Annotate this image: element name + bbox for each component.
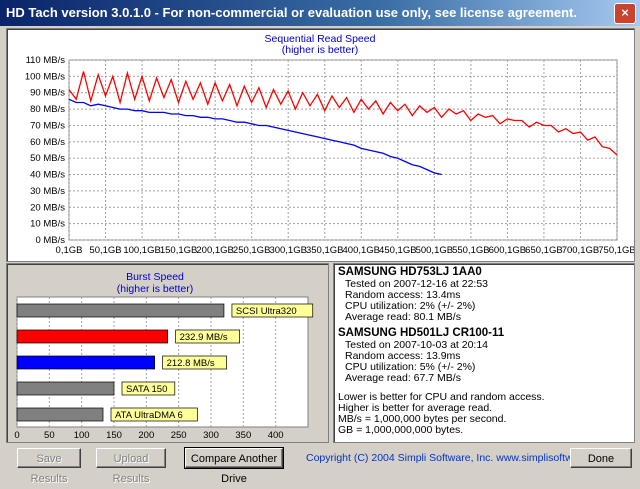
burst-bar-label: SATA 150: [126, 384, 167, 395]
series-line-1: [68, 70, 618, 156]
sequential-read-panel: Sequential Read Speed (higher is better)…: [6, 28, 636, 262]
burst-tick-label: 50: [44, 430, 55, 441]
x-tick-label: 550,1GB: [452, 245, 490, 256]
burst-bar-label: 232.9 MB/s: [180, 332, 228, 343]
burst-tick-label: 350: [235, 430, 251, 441]
x-tick-label: 350,1GB: [306, 245, 344, 256]
drive2-cpu: CPU utilization: 5% (+/- 2%): [345, 361, 476, 373]
x-tick-label: 700,1GB: [562, 245, 600, 256]
burst-bar-label: ATA UltraDMA 6: [115, 410, 183, 421]
drive1-average-read: Average read: 80.1 MB/s: [345, 311, 461, 323]
y-tick-label: 110 MB/s: [26, 55, 66, 66]
drive2-name: SAMSUNG HD501LJ CR100-11: [338, 327, 505, 339]
x-tick-label: 500,1GB: [416, 245, 454, 256]
y-tick-label: 0 MB/s: [35, 235, 65, 246]
burst-tick-label: 250: [171, 430, 187, 441]
y-tick-label: 50 MB/s: [30, 153, 65, 164]
burst-bar: [16, 329, 168, 344]
drive2-random-access: Random access: 13.9ms: [345, 350, 461, 362]
burst-tick-label: 400: [268, 430, 284, 441]
y-tick-label: 20 MB/s: [30, 202, 65, 213]
note-cpu: Lower is better for CPU and random acces…: [338, 391, 545, 403]
x-tick-label: 400,1GB: [343, 245, 381, 256]
burst-bar-label-box: [231, 303, 314, 318]
window-title: HD Tach version 3.0.1.0 - For non-commer…: [6, 5, 577, 20]
x-tick-label: 450,1GB: [379, 245, 417, 256]
copyright-link[interactable]: Copyright (C) 2004 Simpli Software, Inc.…: [306, 452, 611, 464]
note-gb: GB = 1,000,000,000 bytes.: [338, 424, 464, 436]
sequential-read-chart: Sequential Read Speed (higher is better)…: [25, 33, 636, 256]
x-tick-label: 0,1GB: [56, 245, 83, 256]
burst-speed-panel: Burst Speed (higher is better) 0 50 100 150…: [6, 263, 329, 443]
x-tick-label: 650,1GB: [525, 245, 563, 256]
x-tick-label: 100,1GB: [123, 245, 161, 256]
burst-tick-label: 300: [203, 430, 219, 441]
burst-bar: [16, 407, 104, 422]
plot-area: [68, 59, 618, 241]
y-tick-label: 40 MB/s: [30, 170, 65, 181]
y-tick-label: 90 MB/s: [30, 88, 65, 99]
results-panel: SAMSUNG HD753LJ 1AA0 Tested on 2007-12-1…: [333, 263, 635, 443]
done-button[interactable]: Done: [570, 448, 632, 468]
series-line-2: [68, 98, 442, 176]
burst-bar: [16, 303, 225, 318]
close-button[interactable]: ×: [614, 3, 636, 24]
burst-bar-label-box: [162, 355, 227, 370]
x-tick-label: 150,1GB: [160, 245, 198, 256]
x-tick-label: 750,1GB: [598, 245, 634, 256]
y-tick-label: 70 MB/s: [30, 120, 65, 131]
burst-bar-label: SCSI Ultra320: [236, 306, 297, 317]
y-tick-label: 60 MB/s: [30, 137, 65, 148]
burst-tick-label: 200: [138, 430, 154, 441]
burst-bar-label-box: [175, 329, 240, 344]
note-average: Higher is better for average read.: [338, 402, 493, 414]
burst-tick-label: 0: [14, 430, 19, 441]
burst-title: Burst Speed: [126, 271, 184, 283]
y-tick-label: 80 MB/s: [30, 104, 65, 115]
burst-speed-chart: Burst Speed (higher is better) 0 50 100 150…: [14, 271, 314, 441]
drive1-tested: Tested on 2007-12-16 at 22:53: [345, 278, 489, 290]
note-mbs: MB/s = 1,000,000 bytes per second.: [338, 413, 507, 425]
x-tick-label: 600,1GB: [489, 245, 527, 256]
drive1-name: SAMSUNG HD753LJ 1AA0: [338, 266, 482, 278]
save-results-button[interactable]: Save Results: [17, 448, 81, 485]
burst-bar: [16, 355, 155, 370]
burst-bar-label-box: [121, 381, 176, 396]
burst-bar-label: 212.8 MB/s: [167, 358, 215, 369]
drive1-random-access: Random access: 13.4ms: [345, 289, 461, 301]
chart-title: Sequential Read Speed: [265, 33, 376, 45]
burst-subtitle: (higher is better): [117, 283, 193, 295]
chart-subtitle: (higher is better): [282, 44, 358, 56]
drive2-tested: Tested on 2007-10-03 at 20:14: [345, 339, 489, 351]
x-tick-label: 250,1GB: [233, 245, 271, 256]
drive1-cpu: CPU utilization: 2% (+/- 2%): [345, 300, 476, 312]
x-tick-label: 200,1GB: [196, 245, 234, 256]
title-bar: HD Tach version 3.0.1.0 - For non-commer…: [0, 0, 640, 26]
compare-another-drive-button[interactable]: Compare Another Drive: [184, 447, 284, 485]
burst-bar: [16, 381, 115, 396]
drive2-average-read: Average read: 67.7 MB/s: [345, 372, 461, 384]
burst-tick-label: 150: [106, 430, 122, 441]
upload-results-button[interactable]: Upload Results: [96, 448, 166, 485]
burst-bar-label-box: [110, 407, 198, 422]
y-tick-label: 10 MB/s: [30, 219, 65, 230]
x-tick-label: 300,1GB: [269, 245, 307, 256]
burst-tick-label: 100: [74, 430, 90, 441]
y-tick-label: 30 MB/s: [30, 186, 65, 197]
y-tick-label: 100 MB/s: [25, 71, 65, 82]
x-tick-label: 50,1GB: [89, 245, 121, 256]
